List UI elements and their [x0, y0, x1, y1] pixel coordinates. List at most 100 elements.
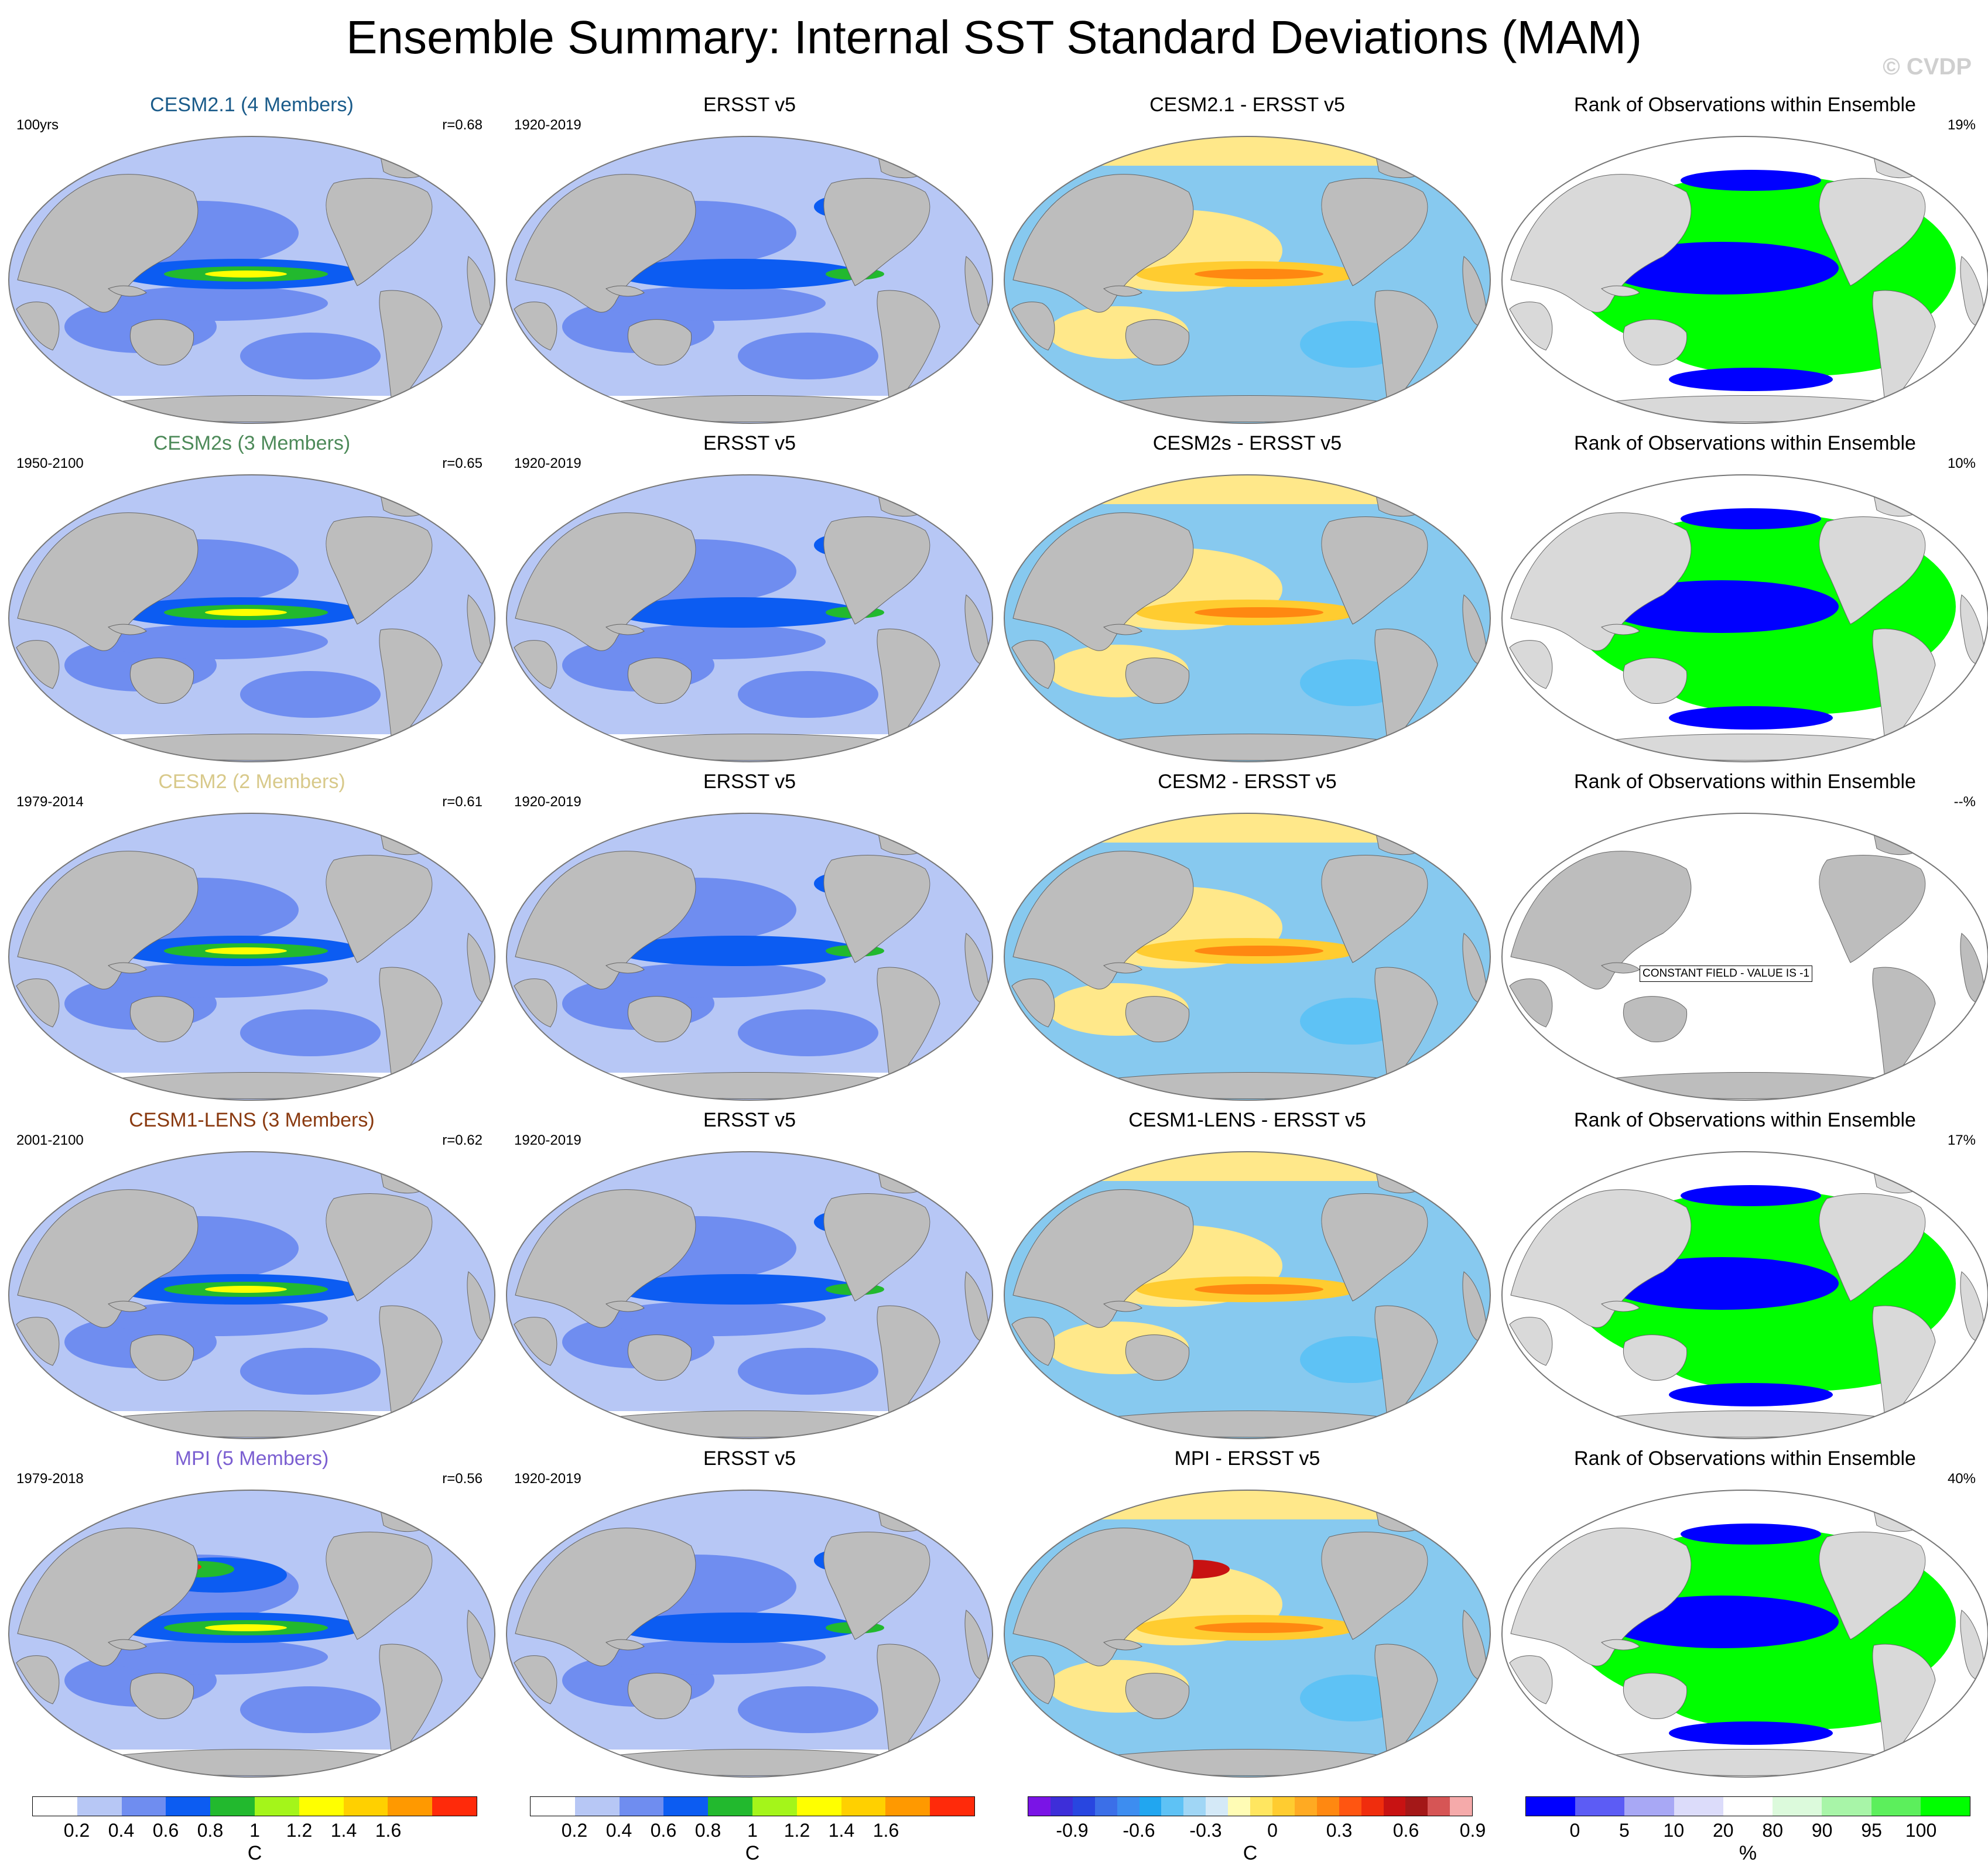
colorbar-tick-label: 0.6	[152, 1820, 179, 1841]
model-map-4	[6, 1487, 498, 1780]
rank-panel: Rank of Observations within Ensemble 40%	[1499, 1447, 1988, 1781]
colorbar-unit: C	[1243, 1842, 1258, 1864]
colorbar-swatch	[708, 1797, 752, 1816]
colorbar-swatch	[1822, 1797, 1871, 1816]
colorbar-swatch	[210, 1797, 255, 1816]
colorbar-tick-label: 1.2	[783, 1820, 810, 1841]
colorbar-swatch	[1723, 1797, 1773, 1816]
difference-map-2	[1001, 810, 1493, 1103]
model-map-1	[6, 472, 498, 765]
colorbar-tick-label: 90	[1811, 1820, 1833, 1841]
pattern-correlation: r=0.65	[442, 456, 483, 471]
colorbar-swatch	[1139, 1797, 1162, 1816]
colorbar-swatch	[1773, 1797, 1822, 1816]
colorbar-swatch	[1383, 1797, 1406, 1816]
model-title: CESM1-LENS (3 Members)	[129, 1109, 375, 1131]
colorbar-swatch	[1183, 1797, 1206, 1816]
observation-period: 1920-2019	[514, 794, 581, 810]
colorbar-swatch	[299, 1797, 344, 1816]
colorbar-tick-label: 5	[1619, 1820, 1630, 1841]
colorbar-tick-label: 0.2	[561, 1820, 588, 1841]
rank-panel: Rank of Observations within Ensemble 19%	[1499, 94, 1988, 427]
colorbar-tick-label: 0	[1267, 1820, 1278, 1841]
colorbar-swatch	[343, 1797, 388, 1816]
observation-map-1	[504, 472, 995, 765]
difference-title: CESM2s - ERSST v5	[1152, 432, 1342, 454]
rank-map-4	[1499, 1487, 1988, 1780]
colorbar-swatch	[1294, 1797, 1317, 1816]
colorbar-swatch	[1624, 1797, 1674, 1816]
colorbar-swatch	[574, 1797, 620, 1816]
colorbar-swatch	[77, 1797, 122, 1816]
observation-period: 1920-2019	[514, 117, 581, 133]
colorbar-tick-label: 1.6	[375, 1820, 402, 1841]
observation-panel: ERSST v5 1920-2019	[504, 94, 995, 427]
colorbar-3: 0 5 10 20 80 90 95 100%	[1525, 1796, 1982, 1867]
difference-title: CESM2 - ERSST v5	[1158, 771, 1337, 793]
colorbar-tick-label: 100	[1905, 1820, 1937, 1841]
observation-period: 1920-2019	[514, 456, 581, 471]
colorbar-tick-label: 0.3	[1326, 1820, 1353, 1841]
colorbar-tick-label: 0.6	[1392, 1820, 1419, 1841]
colorbar-tick-label: -0.3	[1189, 1820, 1222, 1841]
colorbar-tick-label: 1	[747, 1820, 758, 1841]
colorbar-tick-label: 0.4	[108, 1820, 135, 1841]
colorbar-tick-label: 0.8	[197, 1820, 224, 1841]
colorbar-swatches	[530, 1796, 975, 1816]
observation-title: ERSST v5	[703, 1109, 796, 1131]
colorbar-tick-label: 95	[1861, 1820, 1882, 1841]
rank-panel: Rank of Observations within Ensemble 17%	[1499, 1109, 1988, 1443]
rank-percentage: 40%	[1947, 1471, 1976, 1487]
model-panel: CESM2.1 (4 Members) 100yrs r=0.68	[6, 94, 498, 427]
model-title: MPI (5 Members)	[174, 1447, 329, 1470]
colorbar-unit: %	[1739, 1842, 1757, 1864]
model-period: 2001-2100	[16, 1132, 84, 1148]
colorbar-tick-label: 0.2	[63, 1820, 90, 1841]
colorbar-swatch	[166, 1797, 211, 1816]
colorbar-0: 0.2 0.4 0.6 0.8 1 1.2 1.4 1.6 C	[32, 1796, 489, 1867]
colorbar-tick-label: 80	[1762, 1820, 1784, 1841]
colorbar-swatch	[1050, 1797, 1073, 1816]
colorbar-swatch	[796, 1797, 841, 1816]
model-period: 1950-2100	[16, 456, 84, 471]
model-map-3	[6, 1149, 498, 1442]
rank-title: Rank of Observations within Ensemble	[1574, 1109, 1916, 1131]
difference-title: MPI - ERSST v5	[1174, 1447, 1320, 1470]
colorbar-swatch	[1871, 1797, 1921, 1816]
model-panel: CESM2 (2 Members) 1979-2014 r=0.61	[6, 771, 498, 1104]
rank-map-3	[1499, 1149, 1988, 1442]
colorbar-swatch	[1316, 1797, 1339, 1816]
colorbar-swatch	[1361, 1797, 1384, 1816]
rank-title: Rank of Observations within Ensemble	[1574, 1447, 1916, 1470]
colorbar-swatch	[1206, 1797, 1229, 1816]
observation-title: ERSST v5	[703, 771, 796, 793]
model-panel: CESM1-LENS (3 Members) 2001-2100 r=0.62	[6, 1109, 498, 1443]
difference-map-4	[1001, 1487, 1493, 1780]
colorbar-swatch	[1161, 1797, 1184, 1816]
observation-panel: ERSST v5 1920-2019	[504, 1447, 995, 1781]
colorbar-2: -0.9 -0.6 -0.3 0 0.3 0.6 0.9 C	[1028, 1796, 1486, 1867]
colorbar-unit: C	[745, 1842, 760, 1864]
model-panel: CESM2s (3 Members) 1950-2100 r=0.65	[6, 432, 498, 766]
colorbar-swatch	[1526, 1797, 1576, 1816]
observation-panel: ERSST v5 1920-2019	[504, 432, 995, 766]
watermark: © CVDP	[1883, 54, 1972, 80]
colorbar-swatch	[841, 1797, 886, 1816]
colorbar-tick-label: 1.2	[286, 1820, 313, 1841]
model-map-2	[6, 810, 498, 1103]
model-period: 1979-2014	[16, 794, 84, 810]
colorbar-swatch	[1339, 1797, 1361, 1816]
colorbar-swatch	[1228, 1797, 1251, 1816]
model-period: 100yrs	[16, 117, 59, 133]
observation-period: 1920-2019	[514, 1132, 581, 1148]
observation-map-0	[504, 133, 995, 426]
pattern-correlation: r=0.68	[442, 117, 483, 133]
colorbar-swatch	[1428, 1797, 1450, 1816]
colorbar-swatches	[1525, 1796, 1970, 1816]
model-title: CESM2.1 (4 Members)	[150, 94, 354, 116]
colorbar-swatch	[1028, 1797, 1051, 1816]
difference-map-3	[1001, 1149, 1493, 1442]
difference-map-1	[1001, 472, 1493, 765]
colorbar-unit: C	[247, 1842, 262, 1864]
colorbar-tick-label: 1	[249, 1820, 260, 1841]
